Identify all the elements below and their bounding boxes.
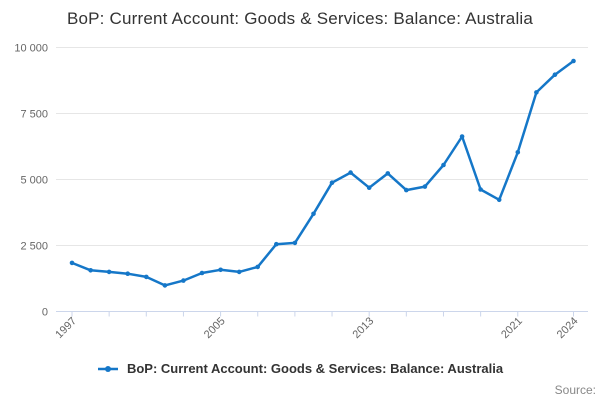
legend-label: BoP: Current Account: Goods & Services: … [126,361,504,376]
data-point-marker[interactable] [274,241,279,247]
data-point-marker[interactable] [199,270,205,276]
legend-line-marker-icon [97,365,118,372]
data-point-marker[interactable] [459,134,465,139]
data-point-marker[interactable] [552,72,558,77]
data-point-marker[interactable] [181,278,186,283]
data-point-marker[interactable] [106,269,112,275]
source-credit: Source: [554,383,596,397]
x-axis-tick-label: 2005 [202,315,228,341]
data-point-marker[interactable] [441,162,446,168]
data-point-marker[interactable] [236,269,242,275]
x-axis-tick-label: 2021 [499,315,525,341]
data-point-marker[interactable] [496,197,502,203]
legend-item[interactable]: BoP: Current Account: Goods & Services: … [97,361,503,376]
y-axis-tick-label: 10 000 [14,43,48,55]
data-point-marker[interactable] [144,274,149,280]
data-point-marker[interactable] [218,267,223,273]
y-axis-tick-label: 0 [42,307,48,319]
series-line [70,59,575,287]
data-point-marker[interactable] [329,180,335,185]
data-point-marker[interactable] [292,240,298,246]
data-point-marker[interactable] [125,271,130,277]
data-point-marker[interactable] [311,211,316,217]
x-axis-tick-label: 2013 [351,315,377,341]
data-point-marker[interactable] [385,171,391,176]
data-point-marker[interactable] [255,264,260,270]
data-point-marker[interactable] [162,283,168,288]
y-axis-tick-label: 5 000 [20,175,48,187]
data-point-marker[interactable] [534,90,539,95]
y-axis-tick-label: 7 500 [20,109,48,121]
data-point-marker[interactable] [348,170,353,175]
data-point-marker[interactable] [422,184,428,189]
data-point-marker[interactable] [88,268,93,273]
y-axis-tick-label: 2 500 [20,241,48,253]
x-axis-tick-label: 1997 [53,315,79,341]
data-point-marker[interactable] [366,185,372,190]
data-point-marker[interactable] [69,260,75,266]
x-axis-tick-label: 2024 [555,315,581,341]
chart-title: BoP: Current Account: Goods & Services: … [66,9,534,28]
legend-dot-icon [104,365,111,372]
data-point-marker[interactable] [478,187,483,192]
legend: BoP: Current Account: Goods & Services: … [0,361,600,376]
data-point-marker[interactable] [571,58,576,64]
data-point-marker[interactable] [404,187,409,193]
data-point-marker[interactable] [515,150,521,155]
